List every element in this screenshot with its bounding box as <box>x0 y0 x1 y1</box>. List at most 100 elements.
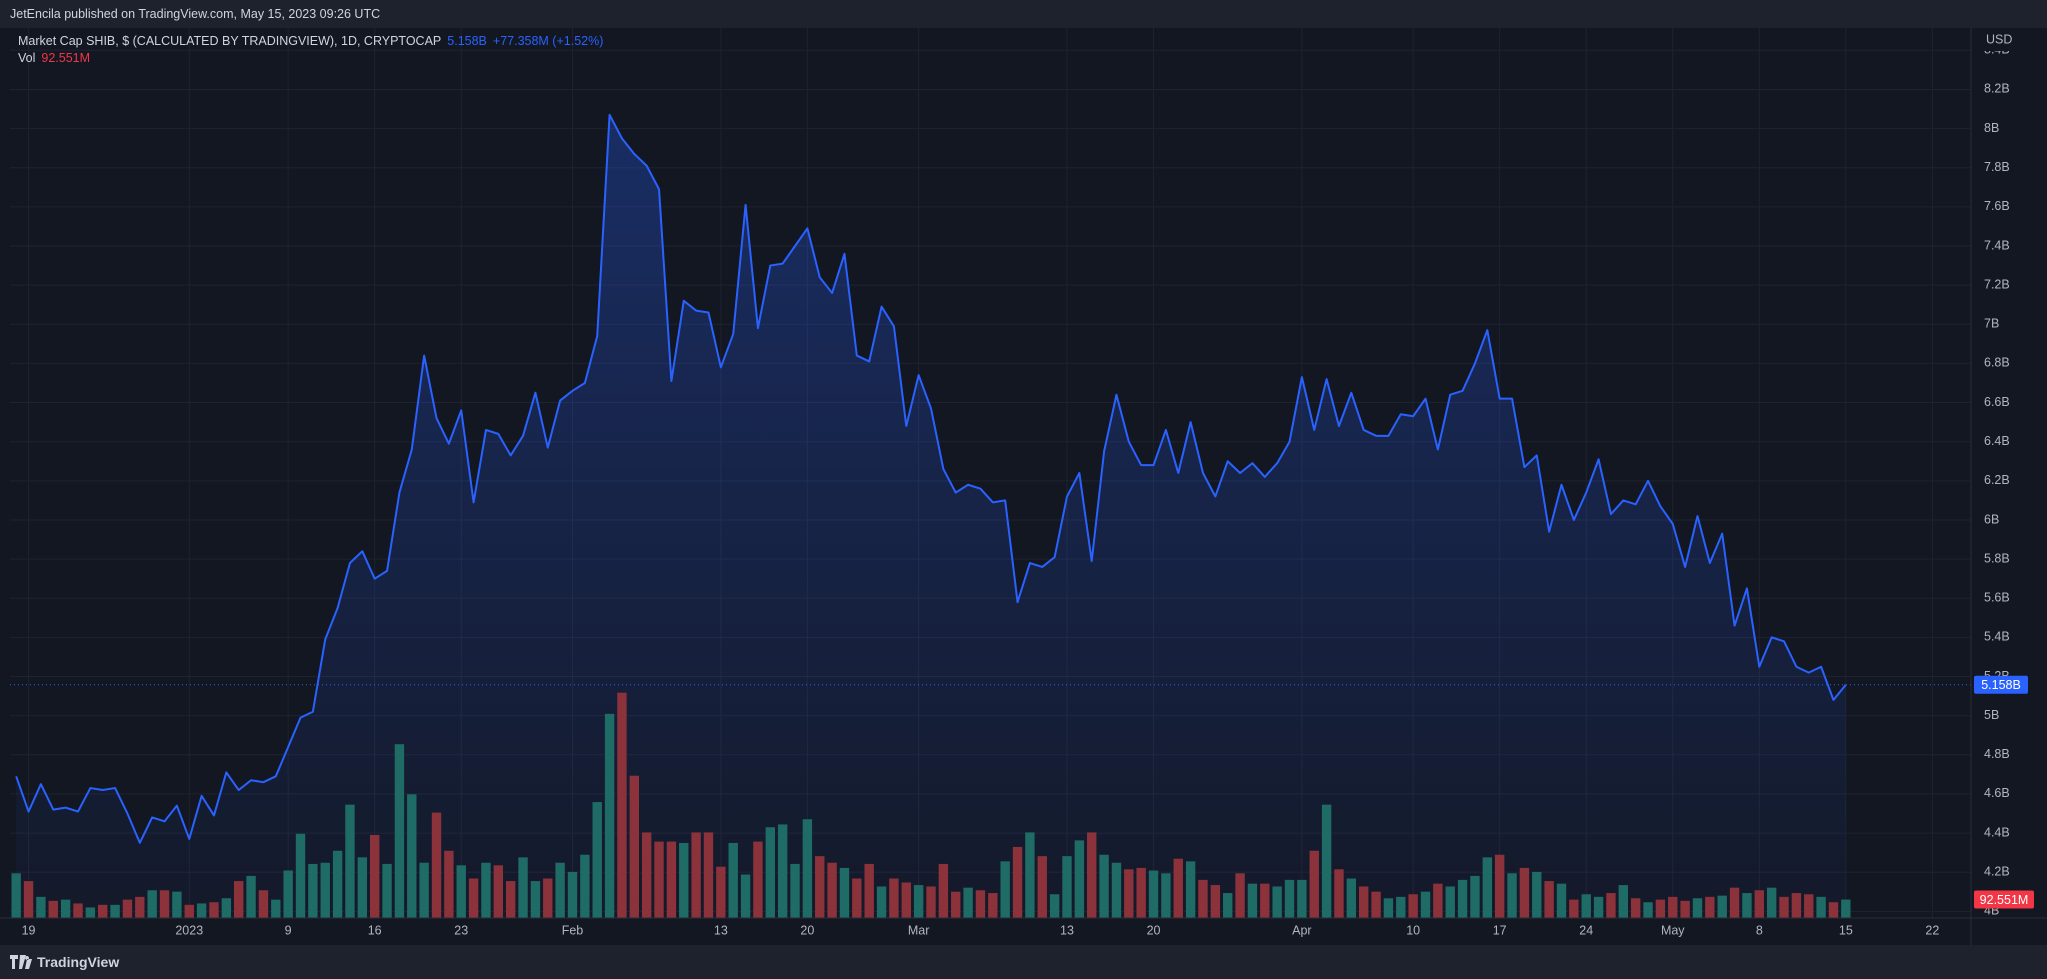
y-tick-label: 6.2B <box>1984 473 2010 487</box>
volume-bar <box>1494 854 1505 918</box>
y-tick-label: 4.2B <box>1984 865 2010 879</box>
volume-bar <box>926 886 936 918</box>
volume-bar <box>1000 861 1010 918</box>
brand-name: TradingView <box>37 954 120 970</box>
volume-bar <box>543 878 553 918</box>
volume-bar <box>815 856 825 918</box>
y-tick-label: 6.6B <box>1984 395 2010 409</box>
legend-row: Market Cap SHIB, $ (CALCULATED BY TRADIN… <box>18 33 609 50</box>
volume-bar <box>36 896 46 918</box>
bottom-bar <box>0 945 2047 979</box>
x-tick-label: 15 <box>1839 923 1853 937</box>
volume-bar <box>938 863 949 918</box>
volume-bar <box>691 832 701 918</box>
volume-bar <box>975 890 986 918</box>
volume-bar <box>1124 869 1134 918</box>
volume-bar <box>1037 856 1047 918</box>
y-tick-label: 6.8B <box>1984 356 2010 370</box>
volume-bar <box>518 857 528 918</box>
x-tick-label: 17 <box>1493 923 1507 937</box>
volume-bar <box>431 812 442 918</box>
volume-bar <box>1074 840 1085 918</box>
volume-bar <box>555 862 565 918</box>
volume-bar <box>382 863 392 918</box>
last-price-box <box>1974 675 2028 694</box>
volume-bar <box>1210 885 1221 918</box>
volume-bar <box>271 899 281 918</box>
x-tick-label: 8 <box>1756 923 1763 937</box>
volume-bar <box>172 891 182 918</box>
x-tick-label: 20 <box>800 923 814 937</box>
x-tick-label: Feb <box>562 923 584 937</box>
x-tick-label: 10 <box>1406 923 1420 937</box>
volume-bar <box>1532 871 1542 918</box>
legend-value: 5.158B <box>447 34 487 48</box>
x-tick-label: 13 <box>714 923 728 937</box>
volume-bar <box>332 850 343 918</box>
volume-bar <box>1111 862 1122 918</box>
y-tick-label: 7B <box>1984 317 1999 331</box>
volume-bar <box>11 873 21 918</box>
volume-bar <box>1766 887 1777 918</box>
volume-bar <box>864 863 874 918</box>
publish-note: JetEncila published on TradingView.com, … <box>10 7 381 21</box>
volume-bar <box>901 882 911 918</box>
volume-bar <box>753 841 763 918</box>
volume-bar <box>122 899 133 918</box>
volume-bar <box>505 881 516 918</box>
volume-bar <box>1519 867 1530 918</box>
volume-bar <box>802 819 813 918</box>
unit-background <box>1972 29 2047 51</box>
volume-bar <box>617 692 627 918</box>
volume-bar <box>1012 846 1023 918</box>
volume-bar <box>1321 804 1332 918</box>
volume-bar <box>369 834 380 918</box>
volume-bar <box>444 850 454 918</box>
footer: TradingView <box>10 945 119 979</box>
y-tick-label: 4.4B <box>1984 825 2010 839</box>
y-tick-label: 7.4B <box>1984 238 2010 252</box>
volume-bar <box>357 857 368 918</box>
volume-bar <box>407 794 417 918</box>
volume-bar <box>283 870 293 918</box>
y-tick-label: 8.2B <box>1984 82 2010 96</box>
volume-bar <box>703 832 714 918</box>
x-tick-label: 23 <box>454 923 468 937</box>
volume-bar <box>85 907 96 918</box>
volume-bar <box>209 902 219 918</box>
volume-bar <box>1482 857 1493 918</box>
top-bar <box>0 0 2047 28</box>
x-tick-label: 16 <box>368 923 382 937</box>
volume-bar <box>98 904 108 918</box>
volume-bar <box>1049 894 1060 918</box>
volume-bar <box>1358 886 1369 918</box>
volume-bar <box>1581 894 1591 918</box>
volume-bar <box>221 898 232 918</box>
brand-logo <box>10 955 32 969</box>
volume-bar <box>1161 873 1171 918</box>
volume-bar <box>567 871 578 918</box>
legend-change: +77.358M (+1.52%) <box>492 34 604 48</box>
volume-bar <box>716 866 726 918</box>
volume-bar <box>1470 875 1480 918</box>
volume-bar <box>159 890 170 918</box>
volume-bar <box>963 887 973 918</box>
y-tick-label: 6B <box>1984 512 1999 526</box>
volume-bar <box>1383 898 1394 918</box>
volume-bar <box>777 824 788 918</box>
volume-bar <box>1235 873 1245 918</box>
x-tick-label: May <box>1661 923 1685 937</box>
volume-bar <box>1297 879 1307 918</box>
y-tick-label: 8B <box>1984 121 1999 135</box>
y-tick-label: 4.6B <box>1984 786 2010 800</box>
volume-bar <box>1185 861 1196 918</box>
y-tick-label: 7.8B <box>1984 160 2010 174</box>
volume-bar <box>246 875 256 918</box>
x-tick-label: 9 <box>285 923 292 937</box>
y-tick-label: 7.6B <box>1984 199 2010 213</box>
volume-bar <box>481 862 491 918</box>
x-tick-label: 20 <box>1147 923 1161 937</box>
x-tick-label: Apr <box>1292 923 1311 937</box>
volume-bar <box>468 878 479 918</box>
volume-bar <box>876 886 887 918</box>
